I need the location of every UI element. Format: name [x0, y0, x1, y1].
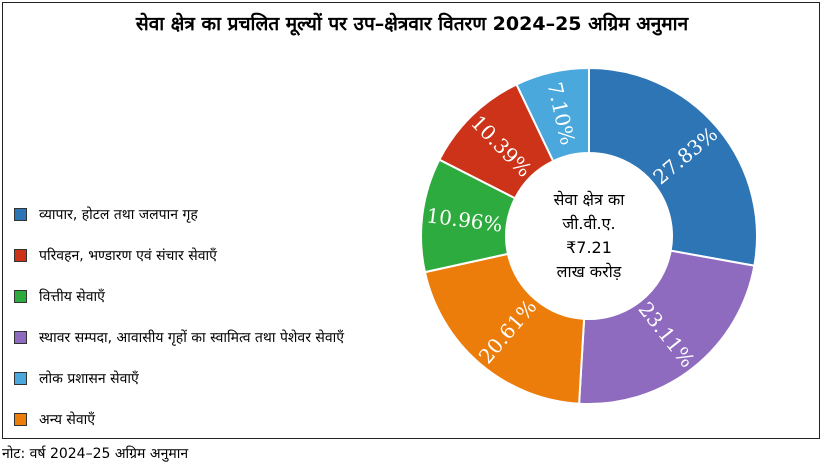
center-label-unit: लाख करोड़ [557, 262, 622, 281]
footnote: नोट: वर्ष 2024–25 अग्रिम अनुमान [2, 446, 189, 462]
legend-item: अन्य सेवाएँ [14, 409, 344, 429]
chart-title: सेवा क्षेत्र का प्रचलित मूल्यों पर उप–क्… [135, 13, 689, 35]
center-label-line2: जी.वी.ए. [562, 214, 615, 233]
legend-label: लोक प्रशासन सेवाएँ [39, 370, 139, 387]
legend-item: लोक प्रशासन सेवाएँ [14, 368, 344, 388]
legend-label: अन्य सेवाएँ [39, 411, 96, 428]
legend-item: परिवहन, भण्डारण एवं संचार सेवाएँ [14, 245, 344, 265]
chart-frame [2, 2, 820, 439]
donut-slice [423, 252, 586, 405]
legend: व्यापार, होटल तथा जलपान गृह परिवहन, भण्ड… [14, 204, 344, 429]
center-label-line1: सेवा क्षेत्र का [554, 190, 626, 209]
legend-label: वित्तीय सेवाएँ [39, 288, 105, 305]
donut-slice [588, 66, 758, 267]
legend-label: स्थावर सम्पदा, आवासीय गृहों का स्वामित्व… [39, 329, 344, 346]
donut-slice [515, 66, 590, 163]
legend-swatch [14, 289, 27, 303]
legend-swatch [14, 371, 27, 385]
legend-swatch [14, 248, 27, 262]
legend-item: व्यापार, होटल तथा जलपान गृह [14, 204, 344, 224]
slices-group [420, 66, 758, 405]
legend-item: स्थावर सम्पदा, आवासीय गृहों का स्वामित्व… [14, 327, 344, 347]
legend-swatch [14, 330, 27, 344]
legend-label: व्यापार, होटल तथा जलपान गृह [39, 206, 198, 223]
legend-swatch [14, 412, 27, 426]
legend-item: वित्तीय सेवाएँ [14, 286, 344, 306]
legend-swatch [14, 207, 27, 221]
legend-label: परिवहन, भण्डारण एवं संचार सेवाएँ [39, 247, 217, 264]
center-label-value: ₹7.21 [566, 238, 612, 257]
donut-slice [578, 249, 756, 405]
